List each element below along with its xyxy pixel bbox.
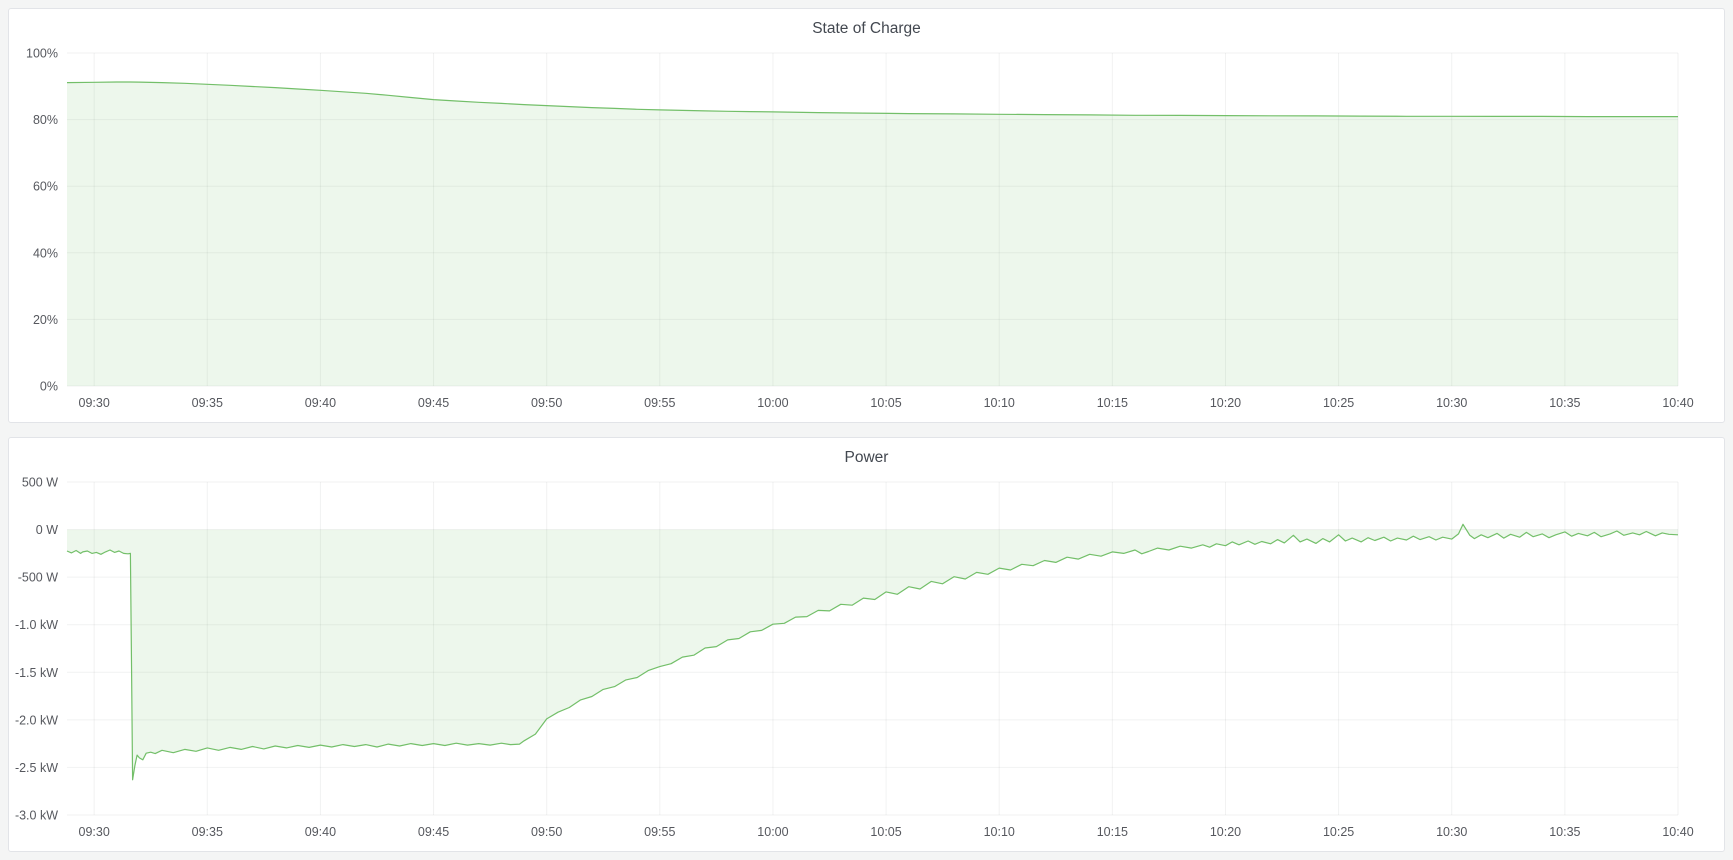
x-axis-tick-label: 09:40 xyxy=(305,825,336,839)
y-axis-tick-label: -500 W xyxy=(18,571,58,585)
x-axis-tick-label: 10:30 xyxy=(1436,825,1467,839)
x-axis-tick-label: 09:30 xyxy=(79,396,110,410)
x-axis-tick-label: 10:05 xyxy=(870,825,901,839)
state-of-charge-panel-title: State of Charge xyxy=(812,20,921,37)
y-axis-tick-label: 0 W xyxy=(36,523,58,537)
x-axis-tick-label: 10:20 xyxy=(1210,396,1241,410)
x-axis-tick-label: 10:10 xyxy=(984,396,1015,410)
x-axis-tick-label: 10:20 xyxy=(1210,825,1241,839)
y-axis-tick-label: 500 W xyxy=(22,476,58,490)
x-axis-tick-label: 10:00 xyxy=(757,825,788,839)
x-axis-tick-label: 09:45 xyxy=(418,396,449,410)
x-axis-tick-label: 10:35 xyxy=(1549,825,1580,839)
y-axis-tick-label: 80% xyxy=(33,113,58,127)
y-axis-tick-label: -1.0 kW xyxy=(15,618,58,632)
y-axis-tick-label: 20% xyxy=(33,313,58,327)
x-axis-tick-label: 10:25 xyxy=(1323,825,1354,839)
series-line xyxy=(66,81,1678,118)
y-axis-tick-label: -2.0 kW xyxy=(15,713,58,727)
x-axis-tick-label: 10:25 xyxy=(1323,396,1354,410)
y-axis-tick-label: 60% xyxy=(33,180,58,194)
y-axis-tick-label: -1.5 kW xyxy=(15,666,58,680)
x-axis-tick-label: 10:05 xyxy=(870,396,901,410)
x-axis-tick-label: 10:35 xyxy=(1549,396,1580,410)
x-axis-tick-label: 10:40 xyxy=(1662,825,1693,839)
series-area-fill xyxy=(67,524,1678,780)
x-axis-tick-label: 09:55 xyxy=(644,825,675,839)
y-axis-tick-label: -2.5 kW xyxy=(15,761,58,775)
x-axis-tick-label: 09:40 xyxy=(305,396,336,410)
state-of-charge-panel: State of Charge 100% 80% 60% 40% 20% 0% 09:30 0… xyxy=(8,8,1725,423)
x-axis-tick-label: 10:15 xyxy=(1097,396,1128,410)
x-axis-tick-label: 09:45 xyxy=(418,825,449,839)
power-panel: Power 500 W 0 W -500 W -1.0 kW -1.5 kW -2.0 k… xyxy=(8,437,1725,852)
y-axis-tick-label: 100% xyxy=(26,47,58,61)
x-axis-tick-label: 10:30 xyxy=(1436,396,1467,410)
x-axis-tick-label: 09:50 xyxy=(531,396,562,410)
x-axis-tick-label: 10:15 xyxy=(1097,825,1128,839)
series-area-fill xyxy=(67,82,1678,386)
power-panel-title: Power xyxy=(844,449,889,466)
series-line xyxy=(66,523,1679,781)
x-axis-tick-label: 10:10 xyxy=(984,825,1015,839)
power-chart[interactable]: 500 W 0 W -500 W -1.0 kW -1.5 kW -2.0 kW -2.5 … xyxy=(9,472,1724,851)
x-axis-tick-label: 09:55 xyxy=(644,396,675,410)
chart-svg: 500 W 0 W -500 W -1.0 kW -1.5 kW -2.0 kW -2.5 … xyxy=(15,476,1694,840)
x-axis-tick-label: 09:35 xyxy=(192,396,223,410)
x-axis-tick-label: 09:50 xyxy=(531,825,562,839)
y-axis-tick-label: 40% xyxy=(33,246,58,260)
x-axis-tick-label: 09:30 xyxy=(79,825,110,839)
x-axis-tick-label: 10:00 xyxy=(757,396,788,410)
chart-svg: 100% 80% 60% 40% 20% 0% 09:30 09:35 09:40 09:45 09… xyxy=(26,47,1694,411)
state-of-charge-chart[interactable]: 100% 80% 60% 40% 20% 0% 09:30 09:35 09:40 09:45 09… xyxy=(9,43,1724,422)
y-axis-tick-label: 0% xyxy=(40,380,58,394)
x-axis-tick-label: 09:35 xyxy=(192,825,223,839)
y-axis-tick-label: -3.0 kW xyxy=(15,809,58,823)
x-axis-tick-label: 10:40 xyxy=(1662,396,1693,410)
